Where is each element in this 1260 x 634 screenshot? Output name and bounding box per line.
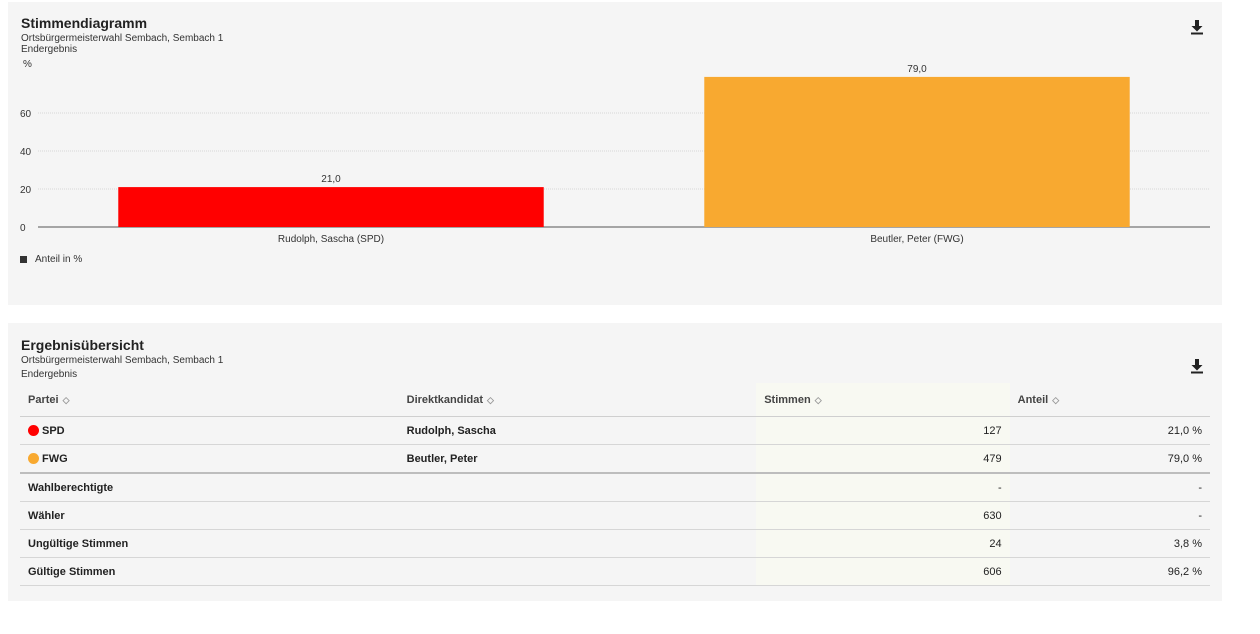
summary-label: Wahlberechtigte	[20, 472, 399, 502]
summary-empty	[398, 501, 757, 530]
party-color-dot	[28, 453, 39, 465]
chart-status: Endergebnis	[21, 44, 78, 55]
share-cell: -	[1009, 501, 1210, 530]
votes-cell: 630	[756, 501, 1010, 530]
data-label: 79,0	[907, 64, 927, 75]
sort-icon[interactable]: ◇	[814, 394, 822, 405]
results-table: Partei ◇ Direktkandidat ◇ Stimmen ◇ Anteil ◇…	[20, 383, 1210, 586]
table-row-summary: Ungültige Stimmen 24 3,8 %	[20, 529, 1210, 558]
party-cell: SPD	[20, 416, 399, 445]
share-cell: 21,0 %	[1009, 416, 1210, 445]
share-cell: 3,8 %	[1009, 529, 1210, 558]
header-direktkandidat[interactable]: Direktkandidat ◇	[398, 383, 757, 417]
bar	[704, 76, 1130, 228]
chart-title: Stimmendiagramm	[21, 15, 148, 31]
table-row-fwg: FWG Beutler, Peter 479 79,0 %	[20, 444, 1210, 474]
summary-label: Ungültige Stimmen	[20, 529, 399, 558]
share-cell: 79,0 %	[1009, 444, 1210, 474]
sort-icon[interactable]: ◇	[62, 394, 70, 405]
bar	[118, 187, 544, 227]
sort-icon[interactable]: ◇	[1052, 394, 1060, 405]
candidate-cell: Beutler, Peter	[398, 444, 757, 474]
party-color-dot	[28, 425, 39, 437]
results-panel: Ergebnisübersicht Ortsbürgermeisterwahl …	[8, 323, 1222, 601]
header-stimmen[interactable]: Stimmen ◇	[756, 383, 1010, 417]
table-row-spd: SPD Rudolph, Sascha 127 21,0 %	[20, 416, 1210, 445]
votes-cell: 606	[756, 557, 1010, 586]
chart-panel: Stimmendiagramm Ortsbürgermeisterwahl Se…	[8, 2, 1222, 305]
header-anteil[interactable]: Anteil ◇	[1009, 383, 1210, 417]
votes-cell: 127	[756, 416, 1010, 445]
votes-cell: -	[756, 472, 1010, 502]
summary-empty	[398, 472, 757, 502]
party-cell: FWG	[20, 444, 399, 474]
y-tick-label: 60	[20, 109, 32, 120]
votes-cell: 479	[756, 444, 1010, 474]
votes-cell: 24	[756, 529, 1010, 558]
data-label: 21,0	[321, 174, 341, 185]
table-row-summary: Wähler 630 -	[20, 501, 1210, 530]
table-row-summary: Gültige Stimmen 606 96,2 %	[20, 557, 1210, 586]
share-cell: 96,2 %	[1009, 557, 1210, 586]
y-tick-label: 40	[20, 147, 32, 158]
sort-icon[interactable]: ◇	[487, 394, 494, 405]
summary-label: Gültige Stimmen	[20, 557, 399, 586]
x-tick-label: Rudolph, Sascha (SPD)	[278, 234, 384, 245]
legend-label: Anteil in %	[35, 254, 83, 265]
results-download-icon[interactable]	[1190, 358, 1204, 374]
table-row-summary: Wahlberechtigte - -	[20, 472, 1210, 502]
results-status: Endergebnis	[21, 369, 78, 380]
legend-swatch	[20, 256, 27, 263]
y-tick-label: 0	[20, 223, 26, 234]
share-cell: -	[1009, 472, 1210, 502]
y-axis-label: %	[23, 59, 32, 70]
y-tick-label: 20	[20, 185, 32, 196]
header-partei[interactable]: Partei ◇	[20, 383, 399, 417]
table-header-row: Partei ◇ Direktkandidat ◇ Stimmen ◇ Anteil ◇	[20, 383, 1210, 417]
summary-label: Wähler	[20, 501, 399, 530]
bar-chart: % 0 20 40 60 21,0 Rudolph, Sascha (SPD) 79,0 Beu…	[20, 59, 1210, 245]
x-tick-label: Beutler, Peter (FWG)	[870, 234, 963, 245]
candidate-cell: Rudolph, Sascha	[398, 416, 757, 445]
summary-empty	[398, 557, 757, 586]
chart-subtitle: Ortsbürgermeisterwahl Sembach, Sembach 1	[21, 33, 224, 44]
summary-empty	[398, 529, 757, 558]
results-subtitle: Ortsbürgermeisterwahl Sembach, Sembach 1	[21, 355, 224, 366]
chart-legend[interactable]: Anteil in %	[20, 254, 82, 265]
results-title: Ergebnisübersicht	[21, 337, 144, 353]
chart-download-icon[interactable]	[1190, 19, 1204, 35]
